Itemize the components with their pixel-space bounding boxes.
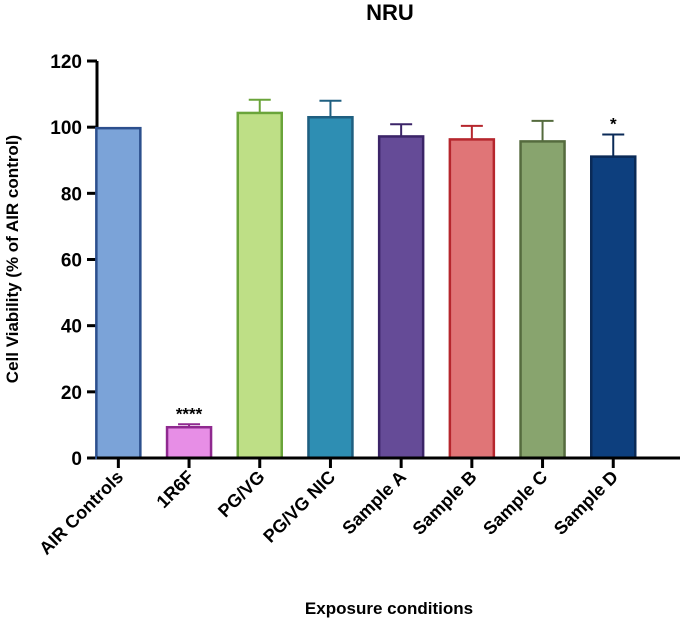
chart-title: NRU (366, 0, 414, 25)
bar-pg-vg (236, 111, 283, 460)
x-tick-label-sample-a: Sample A (338, 467, 410, 539)
y-tick-label-0: 0 (71, 449, 82, 470)
bar-sample-c (519, 140, 566, 460)
bar-sample-a (377, 135, 425, 460)
y-tick-label-20: 20 (61, 383, 82, 404)
y-tick-label-80: 80 (61, 184, 82, 205)
y-axis: 0 20 40 60 80 100 120 (50, 52, 99, 470)
y-tick-label-40: 40 (61, 317, 82, 338)
bar-pg-vg-nic (307, 115, 354, 460)
bar-1r6f (165, 425, 213, 460)
y-tick-label-60: 60 (61, 251, 82, 272)
x-axis-label: Exposure conditions (305, 599, 473, 618)
x-tick-label-sample-b: Sample B (409, 467, 481, 539)
y-tick-label-120: 120 (50, 52, 82, 73)
y-axis-label: Cell Viability (% of AIR control) (3, 135, 22, 383)
bar-air-controls (95, 126, 142, 460)
bar-sample-d (590, 155, 637, 460)
y-tick-label-100: 100 (50, 118, 82, 139)
bar-sample-b (448, 138, 496, 460)
x-tick-label-1r6f: 1R6F (153, 467, 198, 512)
significance-sample-d: * (610, 114, 617, 133)
x-tick-label-sample-d: Sample D (550, 467, 622, 539)
x-tick-label-air-controls: AIR Controls (35, 467, 127, 559)
x-tick-label-sample-c: Sample C (479, 467, 551, 539)
bars: ***** (95, 98, 637, 460)
x-tick-label-pg-vg-nic: PG/VG NIC (259, 467, 339, 547)
significance-1r6f: **** (176, 404, 203, 423)
x-tick-label-pg-vg: PG/VG (214, 467, 268, 521)
